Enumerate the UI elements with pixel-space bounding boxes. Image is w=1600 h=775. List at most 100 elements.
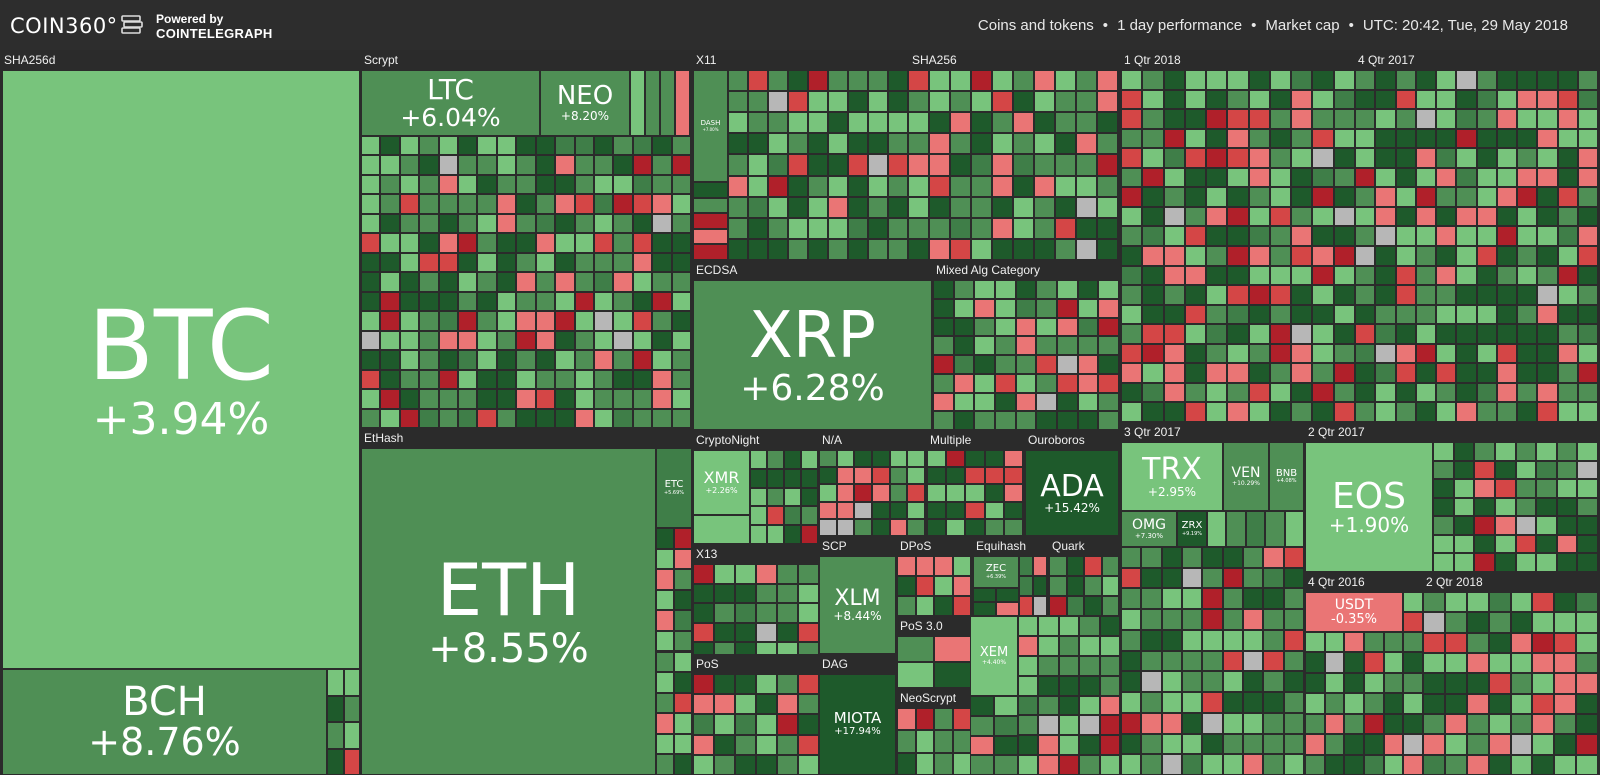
coin-tile[interactable] <box>674 630 692 652</box>
coin-tile[interactable] <box>1517 187 1538 207</box>
coin-tile[interactable] <box>965 484 985 502</box>
coin-tile[interactable] <box>1121 285 1143 305</box>
coin-tile[interactable] <box>1076 112 1097 134</box>
coin-tile[interactable] <box>777 674 798 695</box>
coin-tile[interactable] <box>555 136 575 156</box>
coin-tile[interactable] <box>1057 373 1078 393</box>
coin-tile[interactable] <box>756 674 777 695</box>
coin-tile[interactable] <box>1058 735 1080 756</box>
coin-tile[interactable] <box>343 748 360 775</box>
coin-tile[interactable] <box>1517 148 1538 168</box>
coin-tile[interactable] <box>798 714 819 735</box>
coin-tile[interactable] <box>714 714 735 735</box>
coin-tile[interactable] <box>1018 755 1039 775</box>
coin-tile[interactable] <box>1576 612 1598 633</box>
coin-tile[interactable] <box>1038 695 1059 716</box>
coin-tile[interactable] <box>1163 246 1185 266</box>
coin-tile[interactable] <box>735 603 756 623</box>
coin-tile[interactable] <box>1248 363 1270 383</box>
coin-tile[interactable] <box>1163 226 1185 246</box>
coin-tile[interactable] <box>574 213 594 234</box>
coin-tile[interactable] <box>574 389 594 409</box>
coin-tile[interactable] <box>438 252 459 273</box>
coin-tile-omg[interactable]: OMG +7.30% <box>1121 511 1177 547</box>
coin-tile[interactable] <box>458 233 478 253</box>
coin-tile[interactable] <box>1184 246 1207 266</box>
coin-tile[interactable] <box>1291 70 1313 90</box>
coin-tile[interactable] <box>995 336 1016 355</box>
coin-tile[interactable] <box>671 213 691 234</box>
coin-tile[interactable] <box>1312 148 1334 168</box>
coin-tile[interactable] <box>1403 734 1423 755</box>
coin-tile[interactable] <box>1243 650 1264 672</box>
coin-tile[interactable] <box>674 754 692 775</box>
coin-tile[interactable] <box>819 467 837 485</box>
coin-tile[interactable] <box>1206 148 1228 168</box>
coin-tile[interactable] <box>1395 128 1416 149</box>
coin-tile[interactable] <box>1444 592 1467 613</box>
coin-tile[interactable] <box>399 369 420 390</box>
coin-tile[interactable] <box>1456 148 1477 168</box>
coin-tile[interactable] <box>1324 754 1345 775</box>
coin-tile[interactable] <box>1101 596 1119 616</box>
coin-tile[interactable] <box>632 350 653 370</box>
coin-tile[interactable] <box>1058 635 1080 656</box>
coin-tile[interactable] <box>438 408 459 428</box>
coin-tile[interactable] <box>1248 265 1270 286</box>
coin-tile-ada[interactable]: ADA +15.42% <box>1025 450 1119 536</box>
coin-tile[interactable] <box>671 233 691 253</box>
group-label-ecdsa[interactable]: ECDSA <box>692 260 932 280</box>
coin-tile[interactable] <box>632 252 653 273</box>
coin-tile[interactable] <box>750 450 767 469</box>
coin-tile[interactable] <box>1018 675 1039 696</box>
coin-tile[interactable] <box>1456 363 1477 383</box>
coin-tile[interactable] <box>574 330 594 351</box>
coin-tile[interactable] <box>1248 148 1270 168</box>
coin-tile[interactable] <box>784 506 801 526</box>
coin-tile[interactable] <box>714 583 735 604</box>
coin-tile[interactable] <box>933 355 954 374</box>
coin-tile[interactable] <box>555 408 575 428</box>
coin-tile[interactable] <box>535 330 556 351</box>
coin-tile[interactable] <box>1312 402 1334 422</box>
coin-tile[interactable] <box>1163 304 1185 325</box>
coin-tile[interactable] <box>974 411 995 430</box>
coin-tile[interactable] <box>652 330 672 351</box>
coin-tile[interactable] <box>1098 392 1119 412</box>
coin-tile[interactable] <box>1510 592 1533 613</box>
filter-coins-tokens[interactable]: Coins and tokens <box>977 17 1094 34</box>
coin-tile[interactable] <box>1395 226 1416 246</box>
group-label-scp[interactable]: SCP <box>818 536 896 556</box>
coin-tile[interactable] <box>801 525 818 544</box>
coin-tile[interactable] <box>1556 516 1578 535</box>
coin-tile[interactable] <box>1537 89 1558 110</box>
coin-tile[interactable] <box>1184 363 1207 383</box>
coin-tile-ltc[interactable]: LTC +6.04% <box>361 70 540 136</box>
coin-tile[interactable] <box>1207 511 1227 547</box>
coin-tile[interactable] <box>399 194 420 214</box>
coin-tile[interactable] <box>693 564 714 584</box>
coin-tile[interactable] <box>1057 411 1078 430</box>
coin-tile[interactable] <box>798 734 819 755</box>
coin-tile[interactable] <box>953 392 975 412</box>
coin-tile[interactable] <box>652 233 672 253</box>
coin-tile[interactable] <box>1079 735 1100 756</box>
coin-tile[interactable] <box>1344 672 1364 694</box>
coin-tile[interactable] <box>1291 402 1313 422</box>
coin-tile[interactable] <box>652 136 672 156</box>
coin-tile[interactable] <box>756 603 777 623</box>
coin-tile[interactable] <box>767 525 784 544</box>
coin-tile[interactable] <box>361 272 381 292</box>
coin-tile[interactable] <box>1066 576 1084 596</box>
coin-tile[interactable] <box>632 174 653 195</box>
coin-tile[interactable] <box>380 213 400 234</box>
coin-tile[interactable] <box>1121 547 1142 568</box>
coin-tile[interactable] <box>1034 70 1055 92</box>
coin-tile[interactable] <box>768 91 788 113</box>
coin-tile[interactable] <box>361 155 381 175</box>
coin-tile[interactable] <box>768 217 788 239</box>
coin-tile[interactable] <box>1227 148 1249 168</box>
coin-tile[interactable] <box>828 175 848 197</box>
coin-tile[interactable] <box>1097 112 1118 134</box>
coin-tile[interactable] <box>1076 196 1097 218</box>
